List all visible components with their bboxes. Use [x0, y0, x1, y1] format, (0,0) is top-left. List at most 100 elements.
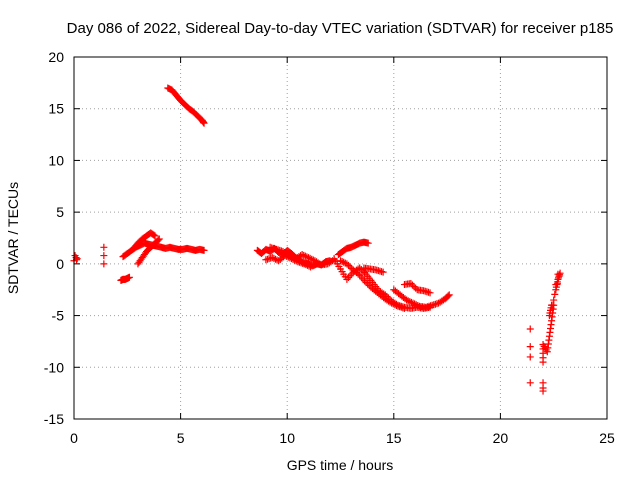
data-point — [278, 254, 286, 262]
data-point — [100, 252, 108, 260]
data-point — [192, 110, 200, 118]
y-tick-label: 15 — [48, 101, 64, 117]
data-point — [412, 301, 420, 309]
x-tick-label: 15 — [386, 430, 402, 446]
data-point — [305, 262, 313, 270]
data-points — [70, 84, 564, 395]
data-point — [360, 277, 368, 285]
data-point — [125, 274, 133, 282]
data-point — [335, 262, 343, 270]
data-point — [407, 298, 415, 306]
x-tick-label: 5 — [177, 430, 185, 446]
data-point — [140, 251, 148, 259]
data-point — [305, 254, 313, 262]
data-point — [314, 259, 322, 267]
y-tick-label: 5 — [56, 204, 64, 220]
data-point — [391, 301, 399, 309]
data-point — [338, 258, 346, 266]
data-point — [357, 266, 365, 274]
data-point — [526, 379, 534, 387]
data-point — [526, 343, 534, 351]
data-point — [300, 251, 308, 259]
data-point — [433, 300, 441, 308]
data-point — [406, 298, 414, 306]
data-point — [392, 301, 400, 309]
data-point — [372, 287, 380, 295]
y-tick-label: -10 — [44, 359, 64, 375]
data-point — [344, 274, 352, 282]
data-point — [295, 253, 303, 261]
data-point — [378, 268, 386, 276]
x-tick-label: 20 — [493, 430, 509, 446]
data-point — [405, 280, 413, 288]
data-point — [547, 304, 555, 312]
chart-title: Day 086 of 2022, Sidereal Day-to-day VTE… — [67, 20, 614, 37]
data-point — [418, 286, 426, 294]
data-point — [270, 254, 278, 262]
data-point — [150, 231, 158, 239]
data-point — [427, 302, 435, 310]
data-point — [306, 254, 314, 262]
data-point — [344, 261, 352, 269]
data-point — [100, 260, 108, 268]
x-axis-label: GPS time / hours — [287, 457, 394, 473]
data-point — [153, 237, 161, 245]
data-point — [444, 292, 452, 300]
data-point — [200, 118, 208, 126]
data-point — [271, 245, 279, 253]
data-point — [399, 304, 407, 312]
data-point — [100, 243, 108, 251]
data-point — [179, 99, 187, 107]
data-point — [287, 252, 295, 260]
data-point — [149, 241, 157, 249]
data-point — [308, 255, 316, 263]
data-point — [539, 387, 547, 395]
data-point — [547, 321, 555, 329]
data-point — [367, 276, 375, 284]
data-point — [526, 353, 534, 361]
data-point — [136, 257, 144, 265]
data-point — [384, 297, 392, 305]
axis-ticks: 0 5 10 15 20 25 -15 -10 -5 0 5 10 15 20 — [44, 49, 615, 446]
data-point — [352, 269, 360, 277]
data-point — [154, 236, 162, 244]
data-point — [364, 280, 372, 288]
data-point — [132, 242, 140, 250]
data-point — [340, 258, 348, 266]
grid — [74, 57, 607, 419]
x-tick-label: 10 — [279, 430, 295, 446]
data-point — [550, 296, 558, 304]
y-tick-label: 0 — [56, 256, 64, 272]
data-point — [341, 273, 349, 281]
data-point — [322, 260, 330, 268]
data-point — [410, 283, 418, 291]
data-point — [145, 245, 153, 253]
data-point — [404, 297, 412, 305]
data-point — [553, 280, 561, 288]
data-point — [170, 89, 178, 97]
data-point — [303, 261, 311, 269]
data-point — [354, 270, 362, 278]
data-point — [199, 246, 207, 254]
data-point — [556, 271, 564, 279]
y-axis-label: SDTVAR / TECUs — [5, 182, 21, 294]
data-point — [545, 336, 553, 344]
data-point — [282, 250, 290, 258]
data-point — [443, 293, 451, 301]
data-point — [346, 272, 354, 280]
data-point — [174, 94, 182, 102]
y-tick-label: -15 — [44, 411, 64, 427]
data-point — [299, 259, 307, 267]
plot-frame — [73, 56, 608, 420]
x-tick-label: 0 — [70, 430, 78, 446]
data-point — [365, 282, 373, 290]
data-point — [371, 266, 379, 274]
data-point — [551, 290, 559, 298]
data-point — [343, 260, 351, 268]
y-tick-label: -5 — [52, 308, 65, 324]
data-point — [393, 288, 401, 296]
data-point — [389, 300, 397, 308]
data-point — [301, 252, 309, 260]
